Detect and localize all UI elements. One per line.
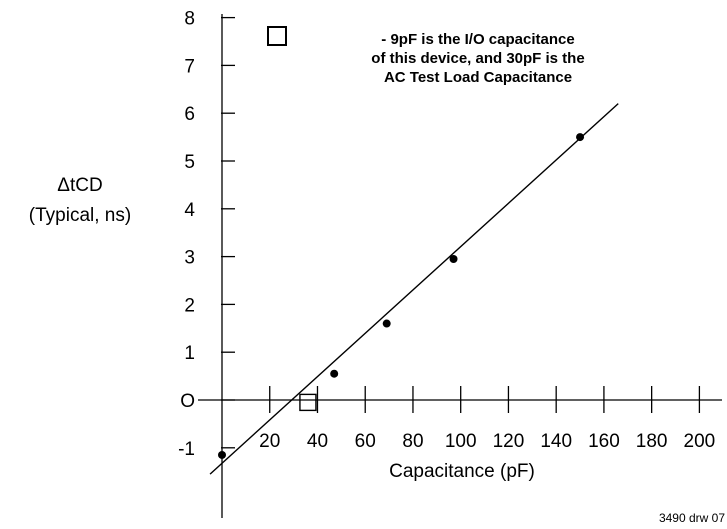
y-tick-label: 7 [184, 56, 195, 77]
axes [198, 14, 722, 518]
series-points [218, 133, 585, 459]
annotation-line3: AC Test Load Capacitance [384, 69, 572, 86]
x-tick-label: 80 [402, 431, 423, 452]
fit-line [209, 103, 619, 475]
x-tick-label: 120 [493, 431, 525, 452]
x-tick-label: 140 [540, 431, 572, 452]
x-tick-label: 160 [588, 431, 620, 452]
x-tick-label: 60 [355, 431, 376, 452]
y-tick-label: 5 [184, 152, 195, 173]
y-ticks: 8 7 6 5 4 3 2 1 O -1 [178, 9, 235, 460]
x-tick-label: 200 [684, 431, 716, 452]
y-tick-label: 2 [184, 295, 195, 316]
y-tick-label: -1 [178, 439, 195, 460]
x-tick-label: 40 [307, 431, 328, 452]
x-tick-label: 20 [259, 431, 280, 452]
drawing-number: 3490 drw 07 [659, 511, 725, 525]
y-axis-title-line1: ΔtCD [57, 175, 102, 196]
data-point [382, 319, 391, 328]
reference-marker [299, 393, 317, 412]
annotation-line2: of this device, and 30pF is the [371, 50, 584, 67]
data-point [576, 133, 585, 142]
y-tick-label: 4 [184, 200, 195, 221]
y-axis-title-line2: (Typical, ns) [29, 205, 131, 226]
x-ticks: 20 40 60 80 100 120 140 160 180 200 [259, 386, 715, 452]
data-point [449, 254, 458, 263]
data-point [330, 369, 339, 378]
annotation-line1: - 9pF is the I/O capacitance [381, 31, 574, 48]
legend-marker [267, 26, 287, 46]
x-tick-label: 180 [636, 431, 668, 452]
x-axis-title: Capacitance (pF) [389, 461, 535, 482]
x-tick-label: 100 [445, 431, 477, 452]
data-point [218, 450, 226, 459]
y-tick-label: 1 [184, 343, 195, 364]
y-tick-label: 3 [184, 248, 195, 269]
y-tick-label: 6 [184, 104, 195, 125]
series-line [209, 103, 619, 475]
y-tick-label: O [180, 391, 195, 412]
y-tick-label: 8 [184, 9, 195, 30]
